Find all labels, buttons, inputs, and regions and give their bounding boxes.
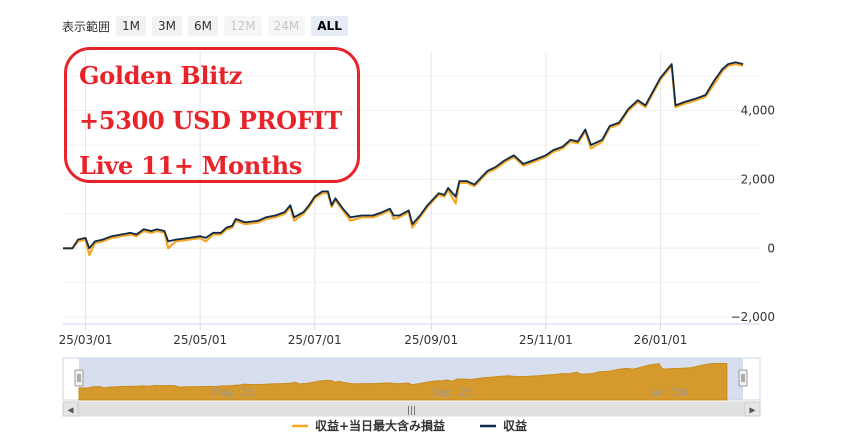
navigator-label: Jan '26 xyxy=(649,386,687,399)
navigator[interactable]: May '25 Sep '25 Jan '26 xyxy=(62,357,761,401)
series-line-profit xyxy=(63,61,744,250)
navigator-handle-left[interactable] xyxy=(74,369,84,387)
x-tick-label: 26/01/01 xyxy=(633,333,687,347)
y-tick-label: 0 xyxy=(767,241,775,255)
range-selector-label: 表示範囲 xyxy=(62,19,111,34)
y-tick-label: −2,000 xyxy=(731,310,775,324)
navigator-handle-right[interactable] xyxy=(738,369,748,387)
range-button-6m[interactable]: 6M xyxy=(188,16,219,36)
overlay-duration: Live 11+ Months xyxy=(79,151,302,180)
range-button-12m: 12M xyxy=(224,16,262,36)
overlay-title: Golden Blitz xyxy=(79,61,243,90)
series-lines xyxy=(63,61,744,257)
range-selector: 表示範囲 1M 3M 6M 12M 24M ALL xyxy=(62,14,354,38)
scrollbar-right-button[interactable] xyxy=(744,401,761,417)
x-tick-label: 25/03/01 xyxy=(59,333,113,347)
y-axis: 4,000 2,000 0 −2,000 xyxy=(731,104,775,325)
scrollbar[interactable]: ◀ ▶ ||| xyxy=(62,401,761,417)
navigator-label: May '25 xyxy=(212,386,255,399)
range-button-1m[interactable]: 1M xyxy=(116,16,147,36)
legend-item-max-floating[interactable]: 収益+当日最大含み損益 xyxy=(315,418,445,433)
x-tick-label: 25/11/01 xyxy=(519,333,573,347)
y-tick-label: 4,000 xyxy=(741,104,775,118)
legend[interactable]: 収益+当日最大含み損益 収益 xyxy=(292,418,527,433)
y-tick-label: 2,000 xyxy=(741,172,775,186)
x-tick-label: 25/07/01 xyxy=(288,333,342,347)
legend-item-profit[interactable]: 収益 xyxy=(503,418,527,433)
plot-background xyxy=(63,52,760,324)
x-tick-label: 25/09/01 xyxy=(404,333,458,347)
navigator-label: Sep '25 xyxy=(432,386,473,399)
grid-lines xyxy=(63,52,760,324)
range-button-all[interactable]: ALL xyxy=(311,16,348,36)
scrollbar-thumb[interactable] xyxy=(78,402,745,416)
navigator-area xyxy=(78,362,728,401)
x-tick-label: 25/05/01 xyxy=(173,333,227,347)
scrollbar-right-arrow-icon: ▶ xyxy=(749,406,756,415)
range-button-3m[interactable]: 3M xyxy=(152,16,183,36)
scrollbar-left-arrow-icon: ◀ xyxy=(67,406,74,415)
x-axis: 25/03/01 25/05/01 25/07/01 25/09/01 25/11/01… xyxy=(59,323,760,347)
series-line-max-floating xyxy=(63,62,744,257)
overlay-profit: +5300 USD PROFIT xyxy=(79,106,342,135)
scrollbar-left-button[interactable] xyxy=(62,401,79,417)
scrollbar-grip-icon: ||| xyxy=(407,406,416,416)
range-button-24m: 24M xyxy=(267,16,306,36)
promo-overlay-box xyxy=(64,47,360,183)
